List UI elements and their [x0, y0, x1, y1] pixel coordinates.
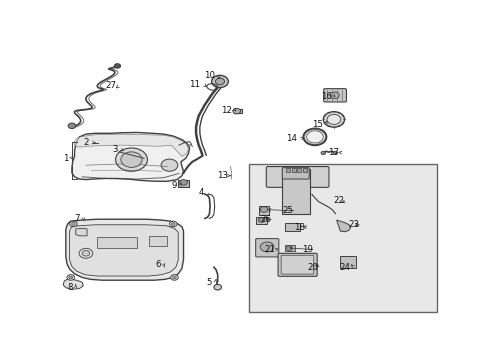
- Text: 2: 2: [83, 138, 89, 147]
- Bar: [178, 180, 189, 186]
- Text: 9: 9: [172, 181, 177, 190]
- Polygon shape: [66, 219, 184, 280]
- Circle shape: [321, 151, 325, 155]
- Text: 19: 19: [302, 245, 313, 254]
- Polygon shape: [75, 228, 87, 236]
- FancyBboxPatch shape: [324, 89, 346, 102]
- Circle shape: [330, 92, 339, 99]
- Bar: [292, 168, 296, 172]
- Circle shape: [323, 112, 344, 127]
- Bar: [234, 109, 242, 113]
- Text: 12: 12: [221, 106, 232, 115]
- Text: 11: 11: [189, 80, 200, 89]
- Circle shape: [67, 275, 74, 280]
- Bar: [297, 168, 301, 172]
- Text: 8: 8: [67, 283, 73, 292]
- Text: 18: 18: [294, 223, 305, 232]
- Text: 22: 22: [333, 196, 344, 205]
- Circle shape: [70, 221, 77, 227]
- Text: 14: 14: [287, 134, 297, 143]
- Circle shape: [114, 64, 121, 68]
- Circle shape: [233, 108, 241, 114]
- FancyBboxPatch shape: [282, 168, 309, 179]
- Circle shape: [68, 123, 75, 129]
- Text: 24: 24: [340, 263, 351, 272]
- Circle shape: [69, 276, 73, 279]
- Text: 27: 27: [105, 81, 116, 90]
- Bar: [341, 256, 356, 268]
- Bar: [256, 217, 267, 224]
- Text: 1: 1: [63, 154, 69, 163]
- Circle shape: [72, 222, 75, 225]
- Bar: [249, 164, 437, 312]
- Text: 10: 10: [204, 71, 215, 80]
- FancyBboxPatch shape: [256, 239, 279, 257]
- Circle shape: [172, 276, 176, 279]
- Circle shape: [327, 114, 341, 125]
- Circle shape: [258, 218, 265, 222]
- Polygon shape: [63, 279, 83, 289]
- Circle shape: [170, 221, 177, 227]
- Circle shape: [171, 275, 178, 280]
- Text: 21: 21: [265, 245, 276, 254]
- Polygon shape: [149, 236, 167, 246]
- Bar: [260, 206, 269, 215]
- Text: 5: 5: [207, 278, 212, 287]
- Circle shape: [216, 78, 224, 85]
- Polygon shape: [70, 225, 178, 276]
- Polygon shape: [98, 237, 137, 248]
- Circle shape: [214, 284, 221, 290]
- Text: 17: 17: [328, 148, 339, 157]
- Circle shape: [286, 246, 292, 251]
- Bar: [303, 168, 307, 172]
- Text: 15: 15: [312, 121, 322, 130]
- Circle shape: [307, 131, 323, 143]
- Bar: [281, 169, 310, 214]
- Circle shape: [260, 207, 268, 212]
- Circle shape: [212, 75, 228, 87]
- Text: 7: 7: [75, 214, 80, 223]
- Circle shape: [260, 242, 274, 252]
- Circle shape: [82, 251, 90, 256]
- Bar: [287, 168, 290, 172]
- FancyBboxPatch shape: [278, 253, 317, 276]
- Text: 25: 25: [283, 206, 294, 215]
- Circle shape: [121, 152, 142, 167]
- Text: 23: 23: [348, 220, 359, 229]
- Circle shape: [116, 148, 147, 171]
- Polygon shape: [72, 132, 190, 181]
- Bar: [285, 245, 295, 251]
- Circle shape: [161, 159, 178, 171]
- Text: 13: 13: [217, 171, 227, 180]
- Text: 4: 4: [198, 188, 204, 197]
- Text: 20: 20: [308, 263, 319, 272]
- Circle shape: [303, 129, 326, 145]
- Circle shape: [180, 180, 187, 185]
- Text: 6: 6: [155, 260, 161, 269]
- Circle shape: [79, 248, 93, 258]
- FancyBboxPatch shape: [281, 255, 314, 274]
- FancyBboxPatch shape: [267, 167, 329, 187]
- Bar: [285, 223, 300, 231]
- Text: 26: 26: [260, 215, 271, 224]
- Circle shape: [172, 222, 175, 225]
- Polygon shape: [337, 220, 351, 232]
- Polygon shape: [74, 134, 189, 156]
- Text: 16: 16: [320, 92, 332, 101]
- Circle shape: [333, 151, 338, 155]
- Text: 3: 3: [112, 145, 118, 154]
